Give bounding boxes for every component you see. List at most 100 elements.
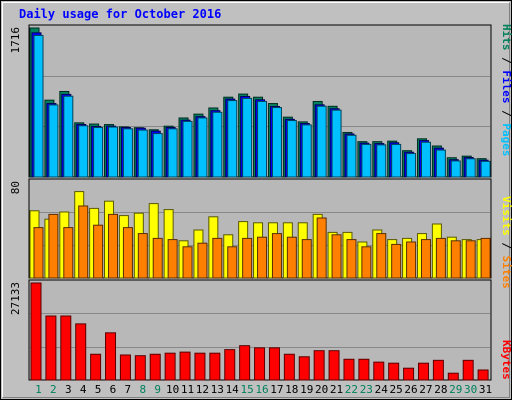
bar-sites-8 [137,233,148,279]
day-label-3: 3 [65,383,72,396]
bar-pages-10 [167,128,178,178]
bar-kbytes-16 [254,347,266,381]
bar-kbytes-6 [105,332,117,381]
day-label-4: 4 [80,383,87,396]
legend-3: KBytes [500,340,512,380]
day-label-15: 15 [240,383,253,396]
bar-sites-29 [450,240,461,279]
bar-pages-17 [271,107,282,178]
day-label-16: 16 [255,383,268,396]
bar-kbytes-28 [432,359,444,381]
bar-pages-20 [316,105,327,178]
y-max-label-3: 27133 [9,282,22,315]
day-label-28: 28 [434,383,447,396]
legend-item: Pages [500,123,512,156]
bar-kbytes-24 [373,361,385,381]
day-label-20: 20 [315,383,328,396]
day-label-29: 29 [449,383,462,396]
bar-pages-19 [301,124,312,178]
bar-pages-6 [108,126,119,178]
bar-sites-15 [242,237,253,279]
bar-pages-13 [212,111,223,178]
bar-pages-27 [420,141,431,178]
bar-sites-18 [286,236,297,279]
bar-kbytes-12 [194,352,206,381]
bar-sites-1 [33,227,44,279]
legend-item: Hits [500,24,512,51]
day-label-12: 12 [196,383,209,396]
day-label-22: 22 [345,383,358,396]
bar-kbytes-3 [60,315,72,381]
bar-pages-5 [93,127,104,178]
day-label-1: 1 [35,383,42,396]
bar-pages-14 [227,100,238,178]
bar-sites-30 [465,240,476,279]
bar-sites-19 [301,239,312,279]
day-label-14: 14 [226,383,240,396]
bar-kbytes-2 [45,315,57,381]
legend-item: Visits [500,196,512,236]
day-label-21: 21 [330,383,343,396]
bar-pages-8 [137,129,148,178]
legend-item: / [500,236,512,256]
day-label-27: 27 [419,383,432,396]
bar-sites-17 [271,233,282,279]
y-max-label-2: 80 [9,181,22,194]
bar-kbytes-20 [313,350,325,381]
bar-sites-11 [182,246,193,279]
bar-kbytes-17 [268,347,280,381]
bar-pages-31 [480,160,491,178]
bar-kbytes-19 [298,356,310,381]
legend-1: Hits / Files / Pages [500,24,512,157]
day-label-6: 6 [110,383,117,396]
day-label-18: 18 [285,383,298,396]
bar-sites-31 [480,237,491,279]
day-label-25: 25 [390,383,403,396]
bar-pages-2 [48,104,59,178]
bar-pages-24 [376,144,387,178]
bar-pages-9 [152,133,163,178]
bar-sites-6 [108,213,119,279]
bar-pages-4 [78,125,89,178]
bar-kbytes-11 [179,351,191,381]
bar-pages-28 [435,149,446,178]
bar-pages-7 [122,128,133,178]
chart-title: Daily usage for October 2016 [19,7,222,21]
legend-2: Visits / Sites [500,196,512,289]
bar-kbytes-8 [134,355,146,381]
bar-kbytes-18 [283,353,295,381]
day-label-5: 5 [95,383,102,396]
legend-item: KBytes [500,340,512,380]
bar-pages-26 [406,153,417,178]
day-label-17: 17 [270,383,283,396]
bar-pages-29 [450,160,461,178]
bar-pages-22 [346,134,357,178]
day-label-31: 31 [479,383,492,396]
bar-sites-16 [257,236,268,279]
bar-pages-1 [33,34,44,178]
bar-pages-23 [361,143,372,178]
day-label-24: 24 [375,383,389,396]
bar-sites-14 [227,246,238,279]
bar-sites-9 [152,237,163,279]
bar-kbytes-21 [328,350,340,381]
bar-pages-15 [242,97,253,178]
bar-kbytes-22 [343,358,355,381]
bar-kbytes-23 [358,358,370,381]
bar-kbytes-26 [403,367,415,381]
bar-pages-30 [465,158,476,178]
bar-kbytes-1 [30,282,42,381]
bar-sites-25 [391,243,402,279]
bar-sites-21 [331,234,342,279]
bar-kbytes-5 [90,353,102,381]
bar-kbytes-27 [417,362,429,381]
bar-kbytes-13 [209,352,221,381]
bar-kbytes-29 [447,372,459,381]
bar-pages-16 [257,100,268,178]
bar-sites-28 [435,237,446,279]
bar-kbytes-31 [477,369,489,381]
day-label-7: 7 [125,383,132,396]
bar-sites-12 [197,242,208,279]
bar-sites-24 [376,233,387,279]
